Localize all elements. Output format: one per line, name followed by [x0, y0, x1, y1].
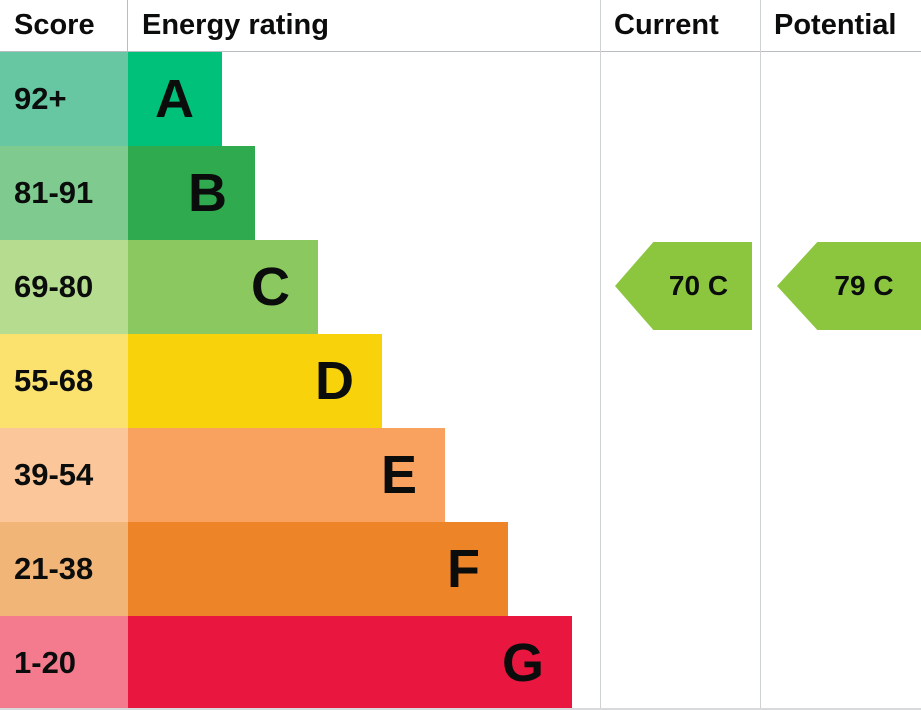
grade-letter-c: C: [251, 257, 290, 317]
rating-bar-b: B: [128, 146, 255, 240]
rating-rows: 92+ A 81-91 B 69-80 C 55-68 D 39-54: [0, 52, 921, 710]
score-column-header: Score: [0, 0, 128, 51]
current-column-divider: [600, 0, 601, 710]
score-range-c: 69-80: [0, 240, 128, 334]
score-range-e: 39-54: [0, 428, 128, 522]
rating-bar-e: E: [128, 428, 445, 522]
potential-rating-label: 79 C: [834, 270, 894, 301]
rating-row-f: 21-38 F: [0, 522, 921, 616]
grade-letter-b: B: [188, 163, 227, 223]
chart-bottom-border: [0, 708, 921, 710]
rating-bar-d: D: [128, 334, 382, 428]
grade-letter-a: A: [155, 69, 194, 129]
potential-column-header: Potential: [774, 9, 897, 41]
rating-row-c: 69-80 C: [0, 240, 921, 334]
energy-rating-column-header: Energy rating: [142, 9, 329, 41]
score-range-f: 21-38: [0, 522, 128, 616]
rating-bar-a: A: [128, 52, 222, 146]
grade-letter-d: D: [315, 351, 354, 411]
rating-bar-f: F: [128, 522, 508, 616]
rating-row-g: 1-20 G: [0, 616, 921, 710]
rating-row-a: 92+ A: [0, 52, 921, 146]
score-range-a: 92+: [0, 52, 128, 146]
potential-column-divider: [760, 0, 761, 710]
rating-row-b: 81-91 B: [0, 146, 921, 240]
grade-letter-f: F: [447, 539, 480, 599]
current-rating-label: 70 C: [668, 270, 729, 301]
rating-bar-c: C: [128, 240, 318, 334]
rating-row-d: 55-68 D: [0, 334, 921, 428]
current-column-header: Current: [614, 9, 719, 41]
score-range-d: 55-68: [0, 334, 128, 428]
score-range-g: 1-20: [0, 616, 128, 710]
grade-letter-g: G: [501, 633, 544, 693]
rating-bar-g: G: [128, 616, 572, 710]
grade-letter-e: E: [380, 445, 417, 505]
chart-header: Score Energy rating Current Potential: [0, 0, 921, 52]
score-range-b: 81-91: [0, 146, 128, 240]
rating-row-e: 39-54 E: [0, 428, 921, 522]
